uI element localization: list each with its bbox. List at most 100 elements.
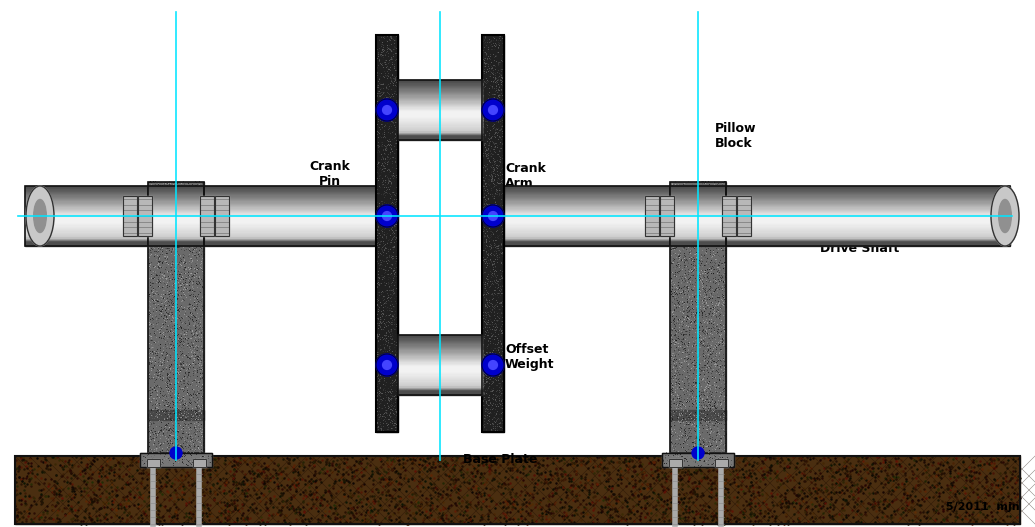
Bar (25, 206, 148, 208)
Bar (148, 212, 204, 213)
Bar (398, 346, 482, 348)
Bar (148, 235, 204, 237)
Bar (670, 237, 726, 239)
Bar (504, 239, 670, 241)
Bar (148, 198, 204, 199)
Bar (398, 363, 482, 365)
Bar (148, 193, 204, 194)
Bar (670, 190, 726, 192)
Bar (670, 219, 726, 221)
Bar (148, 220, 204, 222)
Bar (398, 336, 482, 337)
Bar (726, 204, 1010, 207)
Bar (148, 190, 204, 192)
Text: Base Plate: Base Plate (463, 453, 537, 466)
Bar (204, 198, 376, 199)
Text: Crank
Pin: Crank Pin (309, 160, 351, 188)
Bar (25, 193, 148, 194)
Bar (670, 221, 726, 223)
Bar (670, 241, 726, 242)
Bar (482, 35, 504, 432)
Bar (670, 223, 726, 225)
Bar (670, 188, 726, 190)
Circle shape (489, 212, 498, 220)
Bar (204, 216, 376, 217)
Bar (504, 186, 670, 187)
Bar (148, 206, 204, 208)
Bar (398, 122, 482, 123)
Bar (148, 210, 204, 211)
Text: Pillow
Block: Pillow Block (715, 122, 757, 150)
Bar (726, 207, 1010, 209)
Bar (504, 229, 670, 230)
Bar (504, 242, 670, 243)
Bar (398, 386, 482, 388)
Bar (204, 202, 376, 204)
Bar (670, 218, 726, 220)
Bar (398, 133, 482, 135)
Bar (147, 459, 159, 467)
Bar (662, 453, 734, 467)
Bar (398, 356, 482, 358)
Bar (398, 354, 482, 355)
Bar (645, 196, 659, 236)
Bar (504, 189, 670, 191)
Bar (670, 230, 726, 231)
Bar (204, 199, 376, 200)
Bar (398, 103, 482, 105)
Bar (670, 186, 726, 246)
Bar (148, 238, 204, 240)
Bar (670, 228, 726, 229)
Bar (25, 187, 148, 188)
Bar (504, 188, 670, 190)
Bar (670, 245, 726, 246)
Bar (204, 217, 376, 218)
Bar (148, 224, 204, 226)
Bar (670, 238, 726, 240)
Bar (376, 35, 398, 432)
Bar (25, 223, 148, 225)
Bar (398, 370, 482, 372)
Bar (722, 196, 736, 236)
Bar (25, 188, 148, 190)
Bar (504, 218, 670, 220)
Bar (504, 226, 670, 228)
Bar (25, 241, 148, 242)
Bar (204, 230, 376, 231)
Bar (147, 459, 159, 467)
Bar (504, 245, 670, 246)
Bar (726, 224, 1010, 226)
Bar (398, 372, 482, 374)
Bar (726, 219, 1010, 221)
Bar (204, 220, 376, 222)
Bar (504, 190, 670, 192)
Bar (398, 368, 482, 370)
Bar (25, 218, 148, 220)
Bar (726, 194, 1010, 196)
Bar (504, 193, 670, 194)
Bar (670, 235, 726, 237)
Bar (25, 190, 148, 192)
Bar (670, 243, 726, 245)
Bar (398, 385, 482, 387)
Bar (482, 35, 504, 432)
Circle shape (383, 360, 391, 369)
Bar (398, 353, 482, 354)
Bar (398, 389, 482, 392)
Bar (670, 203, 726, 205)
Bar (398, 113, 482, 115)
Bar (398, 335, 482, 395)
Bar (398, 129, 482, 130)
Bar (148, 203, 204, 205)
Bar (504, 230, 670, 231)
Bar (204, 193, 376, 194)
Bar (204, 228, 376, 229)
Bar (398, 118, 482, 120)
Bar (148, 214, 204, 226)
Bar (25, 210, 148, 211)
Bar (670, 182, 726, 453)
Bar (670, 204, 726, 207)
Bar (504, 207, 670, 209)
Bar (148, 217, 204, 218)
Bar (726, 193, 1010, 194)
